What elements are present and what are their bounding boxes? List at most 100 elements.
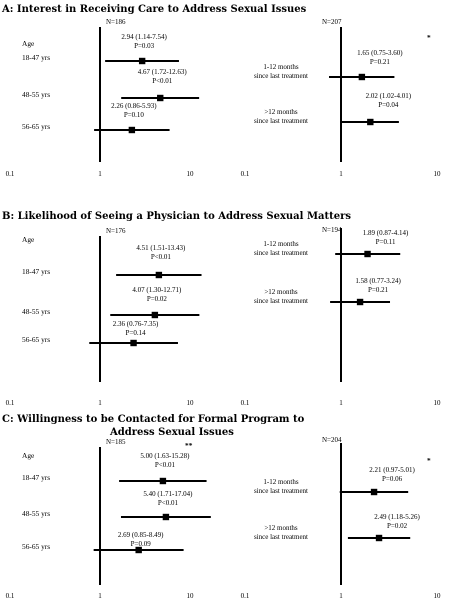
- odds-ratio-marker: [375, 534, 383, 542]
- sample-size-label: N=185: [106, 438, 126, 446]
- odds-ratio-marker: [155, 271, 163, 279]
- ci-text: 4.67 (1.72-12.63): [138, 68, 188, 76]
- odds-ratio-marker: [358, 73, 366, 81]
- row-label: 48-55 yrs: [22, 509, 50, 518]
- group-label: Age: [22, 451, 35, 460]
- ci-text: 5.00 (1.63-15.28): [140, 452, 190, 460]
- row-label: 56-65 yrs: [22, 122, 50, 131]
- row-label: >12 months: [264, 524, 298, 532]
- x-tick-label: 0.1: [6, 170, 15, 178]
- x-tick-label: 10: [434, 592, 442, 600]
- odds-ratio-marker: [364, 250, 371, 258]
- odds-ratio-marker: [159, 477, 167, 485]
- ci-text: 1.58 (0.77-3.24): [355, 277, 401, 285]
- x-tick-label: 10: [187, 399, 195, 407]
- panel-title: B: Likelihood of Seeing a Physician to A…: [2, 211, 351, 222]
- p-value-text: P=0.04: [378, 101, 399, 109]
- odds-ratio-marker: [367, 118, 374, 126]
- row-label: >12 months: [264, 288, 298, 296]
- x-tick-label: 0.1: [6, 592, 15, 600]
- p-value-text: P=0.21: [370, 58, 391, 66]
- ci-text: 2.49 (1.18-5.26): [374, 513, 420, 521]
- p-value-text: P<0.01: [155, 461, 176, 469]
- x-tick-label: 0.1: [241, 399, 250, 407]
- p-value-text: P=0.11: [376, 238, 396, 246]
- row-label: since last treatment: [254, 249, 308, 257]
- sample-size-label: N=194: [322, 226, 342, 234]
- x-tick-label: 1: [339, 399, 343, 407]
- p-value-text: P<0.01: [152, 77, 173, 85]
- x-tick-label: 10: [434, 399, 442, 407]
- panel-title: Address Sexual Issues: [109, 427, 234, 438]
- x-tick-label: 0.1: [241, 170, 250, 178]
- row-label: since last treatment: [254, 117, 308, 125]
- row-label: 48-55 yrs: [22, 307, 50, 316]
- group-label: Age: [22, 235, 35, 244]
- row-label: 48-55 yrs: [22, 90, 50, 99]
- odds-ratio-marker: [151, 311, 159, 319]
- significance-mark: **: [185, 441, 193, 450]
- panel-title: C: Willingness to be Contacted for Forma…: [2, 414, 305, 425]
- row-label: 56-65 yrs: [22, 542, 50, 551]
- p-value-text: P=0.21: [368, 286, 389, 294]
- p-value-text: P=0.10: [124, 111, 145, 119]
- row-label: 18-47 yrs: [22, 267, 50, 276]
- x-tick-label: 10: [187, 592, 195, 600]
- ci-text: 5.40 (1.71-17.04): [143, 490, 193, 498]
- row-label: since last treatment: [254, 487, 308, 495]
- p-value-text: P<0.01: [151, 253, 172, 261]
- x-tick-label: 0.1: [6, 399, 15, 407]
- ci-text: 1.89 (0.87-4.14): [363, 229, 409, 237]
- row-label: 1-12 months: [263, 478, 298, 486]
- significance-mark: *: [427, 456, 431, 465]
- row-label: 1-12 months: [263, 63, 298, 71]
- x-tick-label: 1: [339, 170, 343, 178]
- ci-text: 2.36 (0.76-7.35): [113, 320, 159, 328]
- p-value-text: P=0.02: [387, 522, 408, 530]
- row-label: >12 months: [264, 108, 298, 116]
- row-label: 18-47 yrs: [22, 473, 50, 482]
- ci-text: 1.65 (0.75-3.60): [357, 49, 403, 57]
- group-label: Age: [22, 39, 35, 48]
- ci-text: 2.69 (0.85-8.49): [118, 531, 164, 539]
- odds-ratio-marker: [370, 488, 378, 496]
- p-value-text: P=0.14: [126, 329, 147, 337]
- row-label: since last treatment: [254, 533, 308, 541]
- row-label: 18-47 yrs: [22, 53, 50, 62]
- ci-text: 2.21 (0.97-5.01): [369, 466, 415, 474]
- p-value-text: P=0.06: [382, 475, 403, 483]
- row-label: since last treatment: [254, 72, 308, 80]
- x-tick-label: 1: [339, 592, 343, 600]
- x-tick-label: 1: [98, 592, 102, 600]
- ci-text: 2.26 (0.86-5.93): [111, 102, 157, 110]
- odds-ratio-marker: [162, 513, 170, 521]
- odds-ratio-marker: [157, 94, 164, 102]
- p-value-text: P<0.01: [158, 499, 179, 507]
- p-value-text: P=0.03: [134, 42, 155, 50]
- row-label: 1-12 months: [263, 240, 298, 248]
- sample-size-label: N=176: [106, 227, 126, 235]
- odds-ratio-marker: [135, 546, 142, 554]
- x-tick-label: 1: [98, 399, 102, 407]
- odds-ratio-marker: [138, 57, 146, 65]
- x-tick-label: 1: [98, 170, 102, 178]
- significance-mark: *: [427, 33, 431, 42]
- x-tick-label: 10: [434, 170, 442, 178]
- odds-ratio-marker: [128, 126, 136, 134]
- x-tick-label: 10: [187, 170, 195, 178]
- odds-ratio-marker: [130, 339, 137, 347]
- odds-ratio-marker: [356, 298, 364, 306]
- sample-size-label: N=207: [322, 18, 342, 26]
- ci-text: 2.02 (1.02-4.01): [366, 92, 412, 100]
- sample-size-label: N=204: [322, 436, 342, 444]
- p-value-text: P=0.02: [147, 295, 168, 303]
- x-tick-label: 0.1: [241, 592, 250, 600]
- ci-text: 4.07 (1.30-12.71): [132, 286, 182, 294]
- ci-text: 4.51 (1.51-13.43): [136, 244, 186, 252]
- row-label: 56-65 yrs: [22, 335, 50, 344]
- row-label: since last treatment: [254, 297, 308, 305]
- ci-text: 2.94 (1.14-7.54): [121, 33, 167, 41]
- panel-title: A: Interest in Receiving Care to Address…: [1, 4, 307, 15]
- p-value-text: P=0.09: [131, 540, 152, 548]
